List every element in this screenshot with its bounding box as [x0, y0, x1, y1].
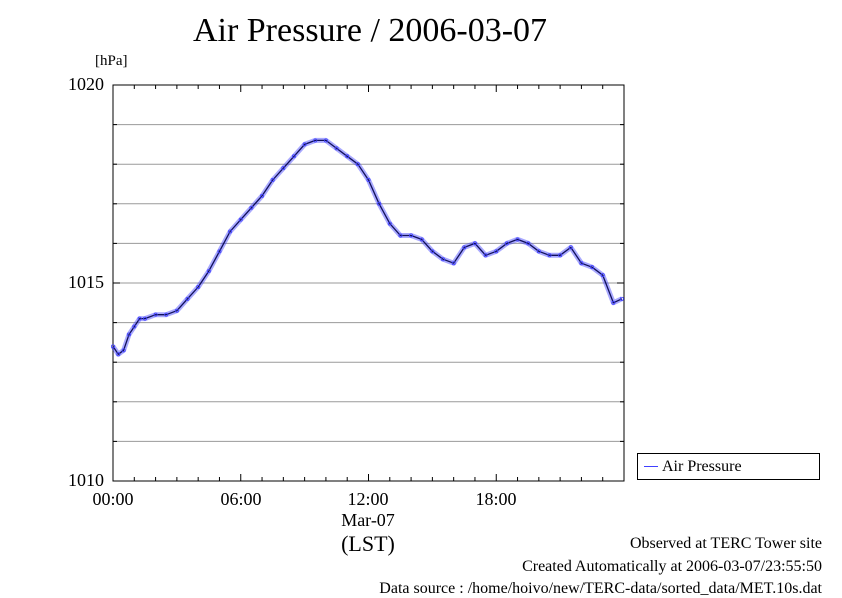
data-point [345, 154, 350, 159]
data-point [377, 201, 382, 206]
y-tick-label: 1010 [68, 470, 104, 490]
data-point [238, 217, 243, 222]
data-point [366, 178, 371, 183]
data-point [441, 257, 446, 262]
x-tick-label: 12:00 [347, 489, 389, 509]
data-point [137, 316, 142, 321]
data-point [355, 162, 360, 167]
x-tick-label: 18:00 [475, 489, 517, 509]
data-point [116, 352, 121, 357]
data-point [462, 245, 467, 250]
data-point [217, 249, 222, 254]
footer-created: Created Automatically at 2006-03-07/23:5… [522, 558, 822, 575]
data-point [174, 308, 179, 313]
data-point [313, 138, 318, 143]
data-point [164, 312, 169, 317]
legend-swatch [644, 466, 658, 467]
footer-source: Data source : /home/hoivo/new/TERC-data/… [379, 580, 822, 597]
data-point [334, 146, 339, 151]
data-point [568, 245, 573, 250]
data-point [185, 296, 190, 301]
x-axis-label: (LST) [341, 531, 395, 556]
data-point [291, 154, 296, 159]
data-point [153, 312, 158, 317]
data-point [504, 241, 509, 246]
data-point [558, 253, 563, 258]
chart-title: Air Pressure / 2006-03-07 [192, 12, 548, 49]
y-tick-label: 1020 [68, 74, 104, 94]
data-point [111, 344, 116, 349]
data-point [398, 233, 403, 238]
data-point [451, 261, 456, 266]
data-point [206, 269, 211, 274]
data-point [494, 249, 499, 254]
data-point [142, 316, 147, 321]
data-point [281, 166, 286, 171]
data-point [536, 249, 541, 254]
x-date-label: Mar-07 [341, 510, 395, 530]
data-point [472, 241, 477, 246]
data-point [430, 249, 435, 254]
data-point [619, 296, 624, 301]
x-tick-label: 06:00 [220, 489, 262, 509]
legend-label: Air Pressure [662, 457, 742, 475]
legend: Air Pressure [637, 453, 820, 480]
footer-site: Observed at TERC Tower site [629, 535, 822, 552]
data-point [228, 229, 233, 234]
data-point [419, 237, 424, 242]
y-tick-label: 1015 [68, 272, 104, 292]
data-point [579, 261, 584, 266]
data-point [387, 221, 392, 226]
data-point [600, 273, 605, 278]
series-line [112, 139, 623, 355]
data-point [132, 324, 137, 329]
data-point [526, 241, 531, 246]
data-point [547, 253, 552, 258]
data-point [409, 233, 414, 238]
data-point [611, 300, 616, 305]
data-point [515, 237, 520, 242]
data-point [483, 253, 488, 258]
y-axis-unit: [hPa] [95, 53, 128, 69]
data-point [590, 265, 595, 270]
data-point [126, 332, 131, 337]
data-point [323, 138, 328, 143]
data-point [270, 178, 275, 183]
data-point [302, 142, 307, 147]
data-point [260, 193, 265, 198]
data-point [196, 284, 201, 289]
data-point [249, 205, 254, 210]
x-tick-label: 00:00 [92, 489, 134, 509]
data-point [121, 348, 126, 353]
